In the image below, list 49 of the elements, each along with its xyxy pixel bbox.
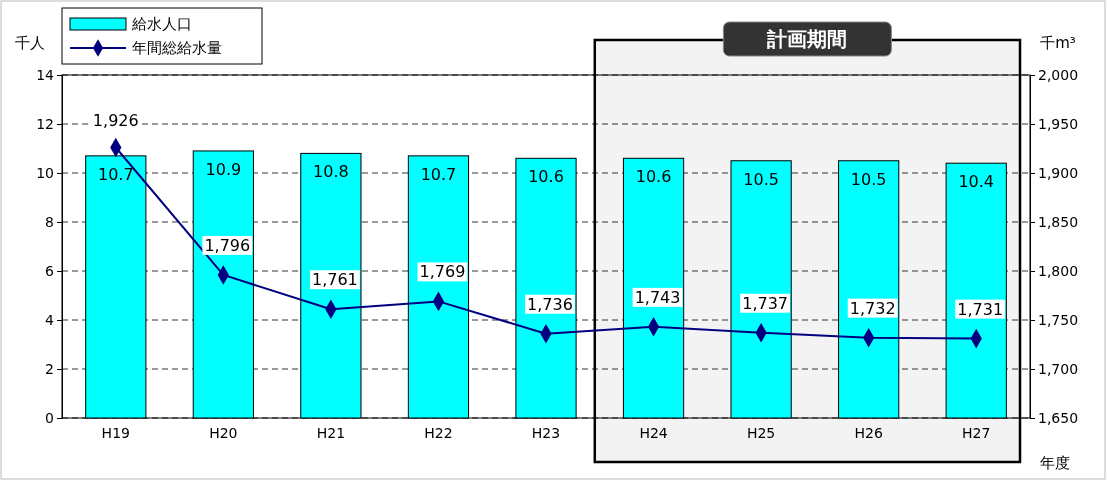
x-tick-label: H27 <box>962 424 991 441</box>
x-tick-label: H19 <box>101 424 130 441</box>
data-label: 1,737 <box>742 293 789 313</box>
y2-tick-label: 1,850 <box>1038 213 1079 230</box>
legend-label: 給水人口 <box>131 15 192 33</box>
x-tick-label: H21 <box>316 424 346 441</box>
data-label: 10.9 <box>205 159 242 179</box>
y-axis-title: 千人 <box>15 34 45 52</box>
data-label: 10.6 <box>635 167 672 187</box>
y-tick-label: 2 <box>45 360 54 377</box>
y-tick-label: 10 <box>36 164 54 181</box>
data-label: 1,796 <box>204 235 251 255</box>
y2-tick-label: 2,000 <box>1038 66 1079 83</box>
y2-tick-label: 1,900 <box>1038 164 1079 181</box>
x-tick-label: H23 <box>531 424 561 441</box>
x-axis-title: 年度 <box>1040 454 1070 472</box>
data-label: 10.7 <box>420 164 457 184</box>
data-label: 1,926 <box>92 110 139 130</box>
y-tick-label: 8 <box>45 213 54 230</box>
x-tick-label: H25 <box>746 424 776 441</box>
x-tick-label: H24 <box>639 424 668 441</box>
data-label: 10.4 <box>958 172 995 192</box>
data-label: 10.8 <box>313 162 349 182</box>
band-label: 計画期間 <box>766 27 848 51</box>
data-label: 1,761 <box>311 270 358 290</box>
data-label: 1,769 <box>419 262 466 282</box>
y-tick-label: 6 <box>45 262 55 279</box>
y2-tick-label: 1,700 <box>1038 360 1079 377</box>
data-label: 10.5 <box>850 169 887 189</box>
y-tick-label: 0 <box>45 409 54 426</box>
data-label: 10.5 <box>743 169 779 189</box>
data-label: 1,743 <box>634 287 681 307</box>
data-label: 10.7 <box>97 164 134 184</box>
legend-label: 年間総給水量 <box>132 39 222 57</box>
y2-axis-title: 千m³ <box>1040 34 1076 52</box>
data-label: 1,732 <box>849 298 896 318</box>
data-label: 10.6 <box>528 167 564 187</box>
x-tick-label: H26 <box>854 424 883 441</box>
data-label: 1,736 <box>527 294 573 314</box>
x-tick-label: H22 <box>424 424 453 441</box>
y2-tick-label: 1,650 <box>1038 409 1079 426</box>
data-label: 1,731 <box>957 299 1004 319</box>
y-tick-label: 14 <box>36 66 55 83</box>
y-tick-label: 12 <box>36 115 54 132</box>
y2-tick-label: 1,800 <box>1038 262 1079 279</box>
y2-tick-label: 1,750 <box>1038 311 1079 328</box>
y-tick-label: 4 <box>45 311 55 328</box>
x-tick-label: H20 <box>209 424 238 441</box>
y2-tick-label: 1,950 <box>1038 115 1079 132</box>
